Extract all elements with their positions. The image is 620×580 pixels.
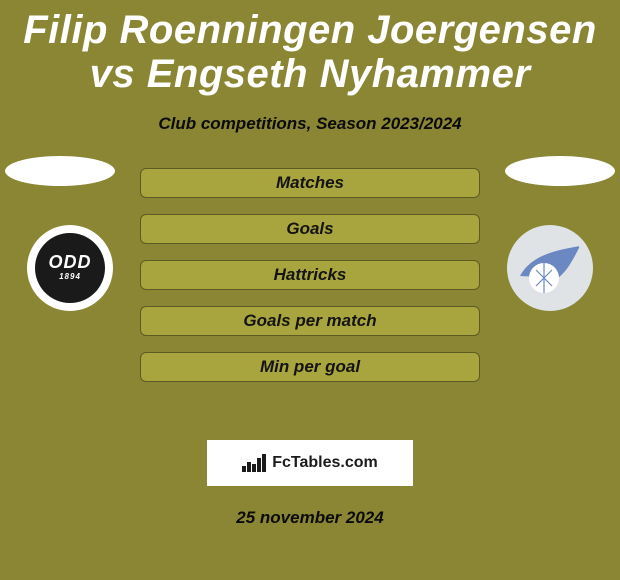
source-logo: FcTables.com: [207, 440, 413, 486]
stat-bars: Matches Goals Hattricks Goals per match …: [140, 168, 480, 382]
logo-text: FcTables.com: [272, 454, 378, 472]
bar-label: Matches: [276, 173, 344, 193]
bar-label: Hattricks: [274, 265, 347, 285]
date-label: 25 november 2024: [0, 508, 620, 528]
comparison-card: Filip Roenningen Joergensen vs Engseth N…: [0, 0, 620, 580]
club-badge-left: ODD 1894: [27, 225, 113, 311]
player-badge-left: [5, 156, 115, 186]
chart-area: ODD 1894 Matches Goals Hattricks Goals p…: [0, 168, 620, 428]
club-logo-odd: ODD 1894: [35, 233, 105, 303]
player-badge-right: [505, 156, 615, 186]
logo-chart-icon: [242, 454, 266, 472]
bar-matches: Matches: [140, 168, 480, 198]
bar-goals-per-match: Goals per match: [140, 306, 480, 336]
club-year: 1894: [59, 271, 81, 282]
club-logo-right: [514, 232, 586, 304]
bar-goals: Goals: [140, 214, 480, 244]
bar-label: Min per goal: [260, 357, 360, 377]
bar-label: Goals per match: [243, 311, 376, 331]
club-badge-right: [507, 225, 593, 311]
bar-hattricks: Hattricks: [140, 260, 480, 290]
bar-label: Goals: [286, 219, 333, 239]
subtitle: Club competitions, Season 2023/2024: [0, 114, 620, 134]
club-label: ODD: [49, 253, 92, 271]
bird-ball-icon: [514, 232, 586, 304]
bar-min-per-goal: Min per goal: [140, 352, 480, 382]
page-title: Filip Roenningen Joergensen vs Engseth N…: [0, 0, 620, 96]
